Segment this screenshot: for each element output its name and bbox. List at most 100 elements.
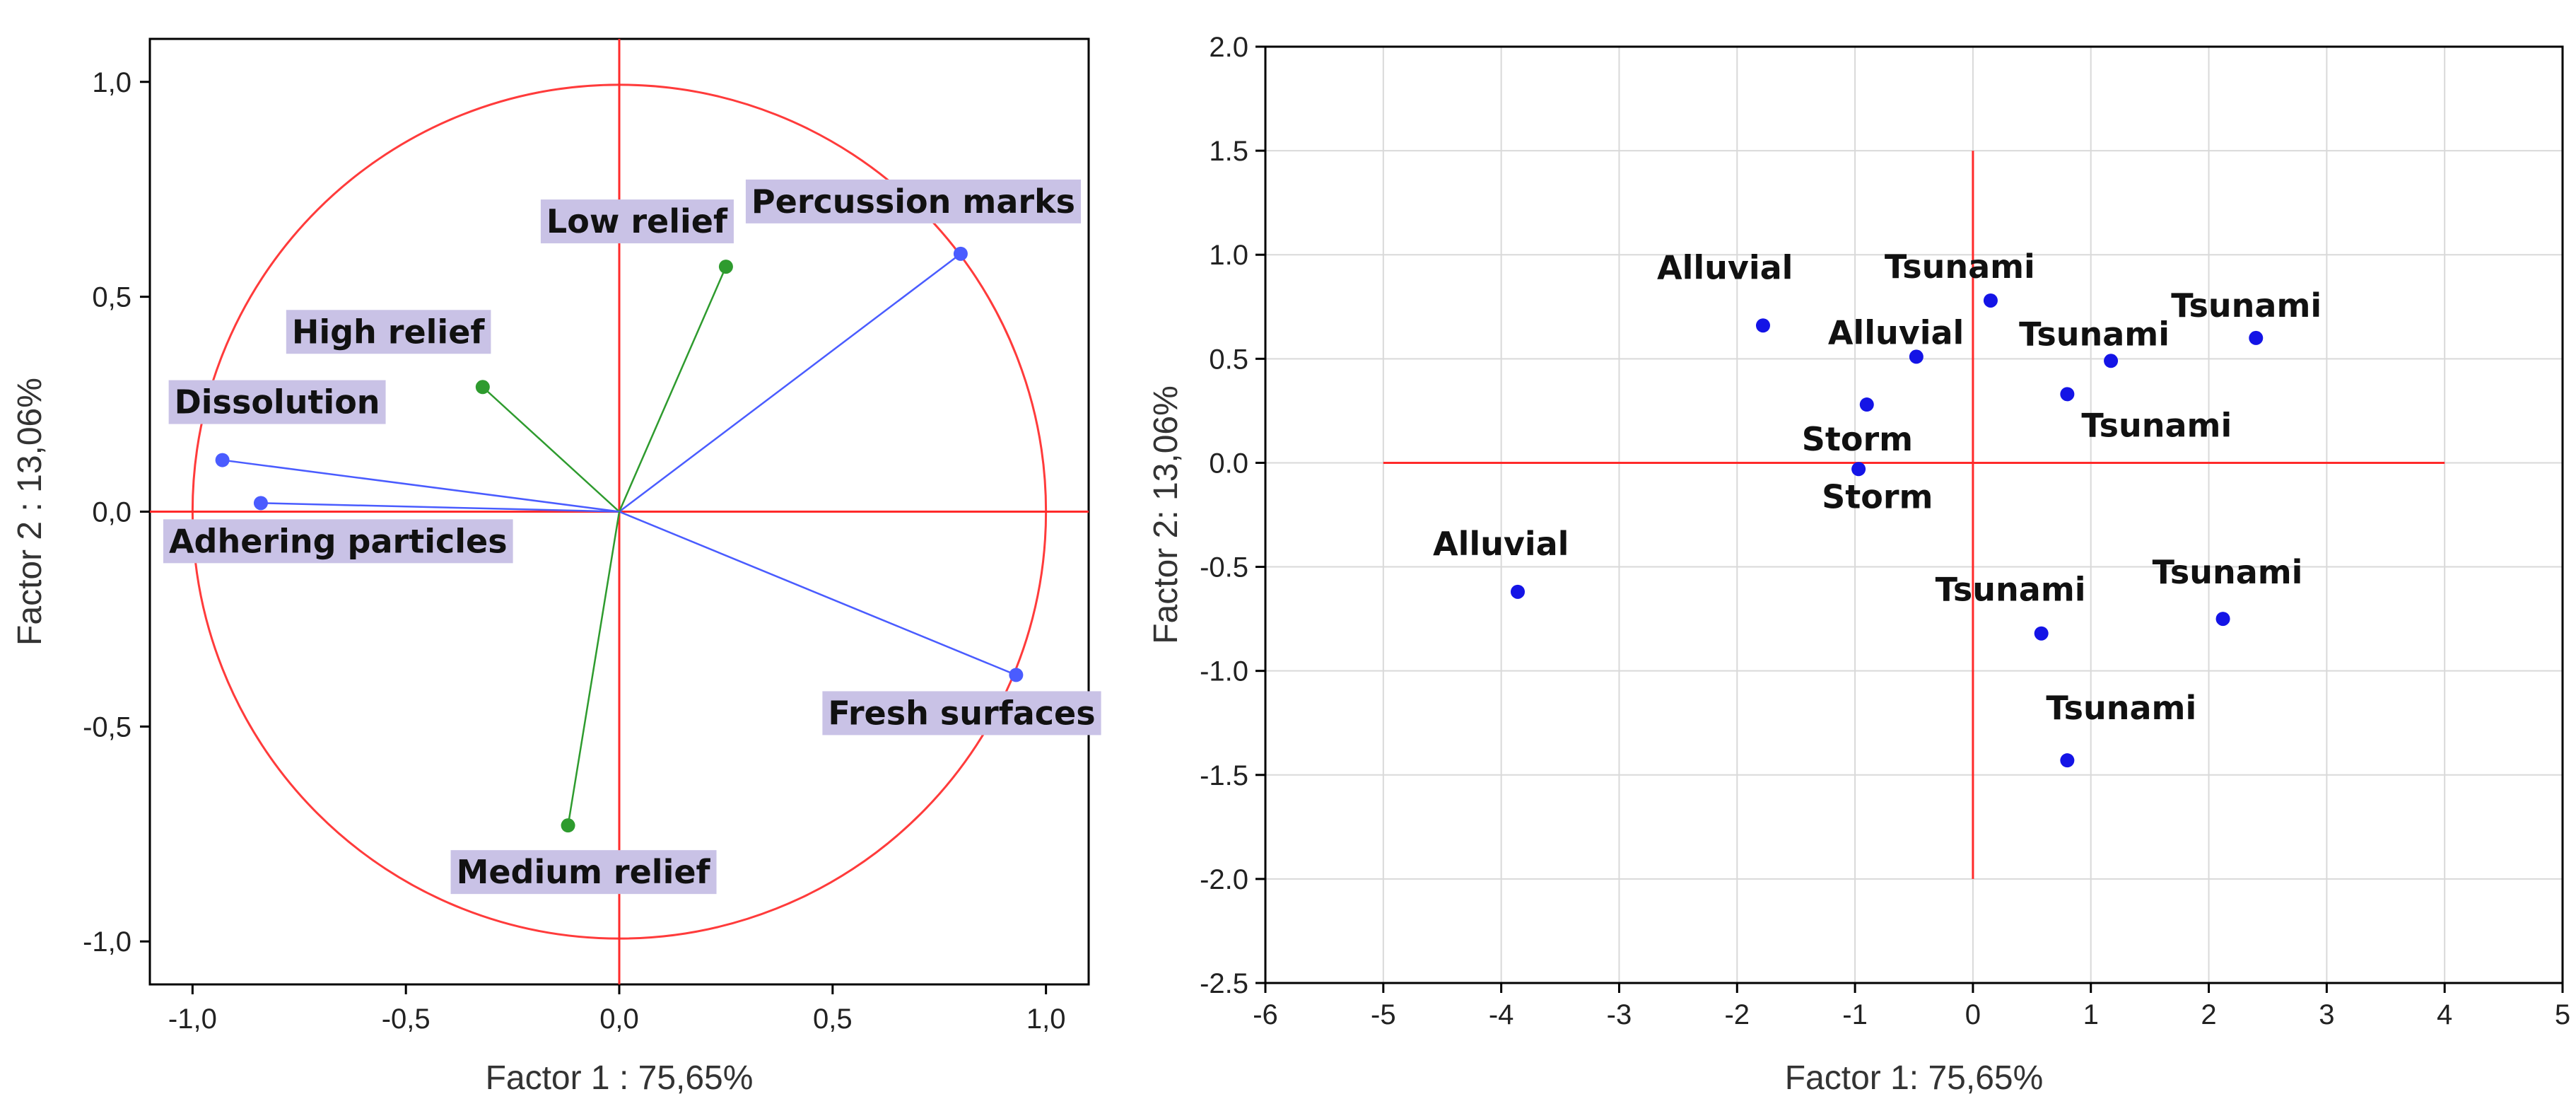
point-label-alluvial: Alluvial	[1433, 525, 1569, 563]
vector-point-adhering-particles	[253, 496, 268, 511]
label-box	[822, 691, 1101, 735]
correlation-circle-chart: -1,0 -0,5 0,0 0,5 1,0 1,0 0,5 0,0 -0,5 -1,0 Percu…	[11, 37, 1101, 1097]
right-x-tick-label: 1	[2083, 999, 2099, 1030]
left-x-axis-label: Factor 1 : 75,65%	[486, 1059, 754, 1097]
right-y-axis-label: Factor 2: 13,06%	[1147, 385, 1185, 644]
point-tsunami	[1983, 293, 1998, 308]
variable-label-percussion-marks: Percussion marks	[745, 179, 1082, 223]
variable-label-text: Dissolution	[175, 383, 380, 421]
left-x-tick-label: 0,0	[599, 1004, 639, 1035]
vector-point-low-relief	[718, 260, 733, 274]
variable-label-text: Percussion marks	[751, 182, 1075, 221]
label-box	[450, 850, 717, 895]
point-tsunami	[2104, 354, 2119, 368]
right-y-tick-label: 1.5	[1209, 136, 1248, 167]
right-y-tick-label: -1.0	[1200, 656, 1248, 687]
point-alluvial	[1755, 318, 1770, 333]
point-storm	[1859, 397, 1874, 412]
point-label-tsunami: Tsunami	[2046, 689, 2196, 727]
left-y-axis-label: Factor 2 : 13,06%	[11, 378, 49, 646]
variable-label-high-relief: High relief	[286, 310, 491, 354]
point-tsunami	[2060, 387, 2075, 402]
variable-label-low-relief: Low relief	[540, 199, 734, 244]
score-plot-chart: -6 -5 -4 -3 -2 -1 0 1 2 3 4 5 2.0 1.5 1.0 0.5 0.0 -0.5 -1.…	[1147, 32, 2570, 1097]
vector-low-relief	[618, 266, 727, 512]
left-y-tick-label: -0,5	[83, 711, 131, 743]
right-plot-frame	[1264, 45, 2564, 984]
point-label-tsunami: Tsunami	[1885, 248, 2035, 286]
right-y-tick-label: -0.5	[1200, 552, 1248, 583]
point-label-storm: Storm	[1802, 420, 1913, 458]
label-box	[163, 519, 513, 564]
point-label-alluvial: Alluvial	[1828, 313, 1964, 351]
right-y-tick-label: 0.0	[1209, 448, 1248, 479]
right-x-tick-label: 0	[1965, 999, 1981, 1030]
vector-percussion-marks	[619, 252, 961, 513]
variable-label-medium-relief: Medium relief	[450, 850, 717, 895]
vector-high-relief	[481, 386, 620, 513]
point-tsunami	[2060, 753, 2075, 768]
variable-label-text: Medium relief	[457, 853, 711, 891]
point-alluvial	[1510, 584, 1525, 599]
variable-label-text: Adhering particles	[169, 522, 508, 560]
left-y-tick-label: -1,0	[83, 926, 131, 958]
right-point-labels: Alluvial Alluvial Alluvial Storm Storm Tsunam…	[1433, 248, 2322, 727]
point-label-tsunami: Tsunami	[1936, 571, 2086, 609]
right-y-tick-label: -1.5	[1200, 760, 1248, 791]
left-x-tick-label: -0,5	[382, 1004, 431, 1035]
right-x-tick-label: -1	[1842, 999, 1868, 1030]
vector-point-medium-relief	[561, 818, 575, 833]
variable-label-adhering-particles: Adhering particles	[163, 519, 513, 564]
point-tsunami	[2249, 330, 2264, 345]
right-y-tick-label: -2.0	[1200, 864, 1248, 895]
right-y-tick-label: 1.0	[1209, 240, 1248, 271]
label-box	[540, 199, 734, 244]
left-ticks: -1,0 -0,5 0,0 0,5 1,0 1,0 0,5 0,0 -0,5 -1,0	[83, 67, 1065, 1035]
right-x-tick-label: -5	[1371, 999, 1396, 1030]
vector-point-fresh-surfaces	[1009, 668, 1024, 682]
point-label-tsunami: Tsunami	[2153, 553, 2303, 591]
variable-label-text: High relief	[292, 313, 486, 351]
point-label-storm: Storm	[1822, 477, 1933, 516]
right-frame-layer	[1264, 45, 2564, 984]
left-vectors	[215, 246, 1024, 833]
right-y-tick-label: -2.5	[1200, 968, 1248, 999]
point-label-tsunami: Tsunami	[2171, 286, 2322, 325]
vector-point-percussion-marks	[953, 246, 968, 261]
right-points	[1510, 293, 2264, 768]
label-box	[286, 310, 491, 354]
right-ticks: -6 -5 -4 -3 -2 -1 0 1 2 3 4 5 2.0 1.5 1.0 0.5 0.0 -0.5 -1.…	[1200, 32, 2570, 1030]
label-box	[168, 380, 386, 424]
left-y-tick-label: 1,0	[92, 67, 131, 98]
right-x-tick-label: -2	[1724, 999, 1750, 1030]
vector-point-high-relief	[475, 380, 490, 395]
left-y-tick-label: 0,5	[92, 282, 131, 313]
left-x-tick-label: 1,0	[1026, 1004, 1066, 1035]
right-x-tick-label: 4	[2437, 999, 2452, 1030]
right-x-tick-label: 3	[2319, 999, 2334, 1030]
vector-adhering-particles	[260, 502, 620, 513]
variable-label-text: Fresh surfaces	[828, 694, 1095, 732]
variable-label-dissolution: Dissolution	[168, 380, 386, 424]
right-x-tick-label: -4	[1489, 999, 1514, 1030]
vector-point-dissolution	[215, 453, 230, 467]
variable-label-text: Low relief	[546, 202, 728, 240]
vector-medium-relief	[567, 511, 621, 826]
right-x-tick-label: -3	[1607, 999, 1632, 1030]
right-grid	[1265, 46, 2563, 984]
vector-fresh-surfaces	[619, 511, 1017, 676]
point-tsunami	[2215, 612, 2230, 627]
point-label-tsunami: Tsunami	[2081, 406, 2232, 444]
point-alluvial	[1909, 349, 1924, 364]
point-label-tsunami: Tsunami	[2019, 315, 2170, 353]
point-tsunami	[2034, 626, 2049, 641]
left-variable-labels: Percussion marks Low relief High relief Dis…	[163, 179, 1101, 895]
left-x-tick-label: 0,5	[813, 1004, 853, 1035]
right-x-tick-label: -6	[1253, 999, 1278, 1030]
point-storm	[1851, 462, 1866, 477]
variable-label-fresh-surfaces: Fresh surfaces	[822, 691, 1101, 735]
left-x-tick-label: -1,0	[168, 1004, 217, 1035]
vector-dissolution	[222, 459, 620, 513]
